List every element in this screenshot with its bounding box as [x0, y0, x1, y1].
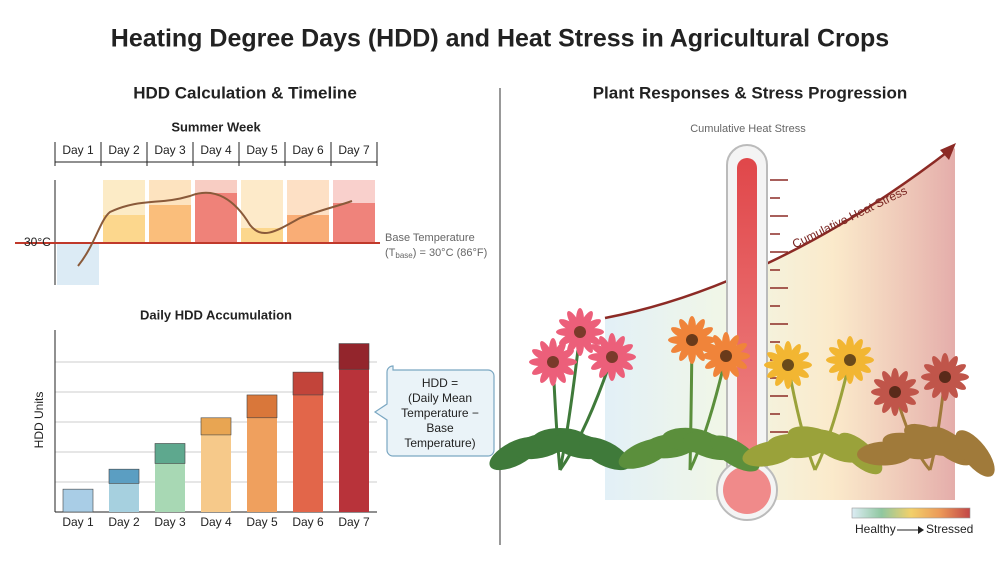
x-tick-label: Day 1 [62, 515, 94, 529]
day-heat [149, 205, 191, 243]
bar-added [292, 371, 324, 396]
flower-center [720, 350, 732, 362]
legend-gradient [851, 507, 971, 519]
callout-line: HDD = [422, 376, 458, 390]
timeline-day: Day 4 [200, 143, 232, 157]
base-note: Base Temperature [385, 232, 475, 244]
bar-added [154, 443, 186, 464]
callout-line: Temperature − [401, 406, 479, 420]
timeline-day: Day 1 [62, 143, 94, 157]
day-heat [103, 215, 145, 243]
callout-line: Base [426, 421, 454, 435]
thermometer [716, 144, 788, 521]
bar-added [108, 468, 140, 484]
arrow-head [940, 143, 956, 160]
leaf [926, 426, 974, 466]
bar-previous [339, 369, 369, 512]
x-tick-label: Day 6 [292, 515, 324, 529]
callout-line: (Daily Mean [408, 391, 472, 405]
leaf [579, 436, 631, 471]
timeline: Day 1 Day 2 Day 3 Day 4 Day 5 Day 6 Day 7 [15, 142, 380, 285]
x-tick-label: Day 5 [246, 515, 278, 529]
base-formula: (Tbase) = 30°C (86°F) [385, 247, 487, 260]
callout-line: Temperature) [404, 436, 475, 450]
left-heading: HDD Calculation & Timeline [133, 83, 357, 102]
day-heat [333, 203, 375, 243]
legend-stressed: Stressed [926, 522, 973, 536]
thermometer-label: Cumulative Heat Stress [690, 123, 806, 135]
x-tick-label: Day 4 [200, 515, 232, 529]
timeline-day: Day 5 [246, 143, 278, 157]
x-tick-label: Day 7 [338, 515, 370, 529]
cold-band [57, 243, 99, 285]
stem [688, 355, 728, 471]
x-tick-label: Day 3 [154, 515, 186, 529]
right-heading: Plant Responses & Stress Progression [593, 83, 908, 102]
legend-healthy: Healthy [855, 522, 896, 536]
temperature-curve [77, 191, 353, 267]
bar-added [246, 394, 278, 419]
timeline-day: Day 7 [338, 143, 370, 157]
flower-center [782, 359, 794, 371]
flower-center [547, 356, 559, 368]
bar-previous [293, 394, 323, 512]
bar-chart: Day 1 Day 2 Day 3 Day 4 Day 5 Day 6 Day 7 [54, 330, 377, 529]
flower-center [574, 326, 586, 338]
timeline-title: Summer Week [171, 119, 261, 134]
bar-added [62, 488, 94, 513]
y-axis-label: HDD Units [32, 392, 46, 449]
flower-center [606, 351, 618, 363]
bar-previous [247, 417, 277, 512]
flower-center [844, 354, 856, 366]
main-title: Heating Degree Days (HDD) and Heat Stres… [111, 25, 889, 53]
base-label: 30°C [24, 235, 51, 249]
bar-added [338, 343, 370, 370]
timeline-day: Day 6 [292, 143, 324, 157]
chart-title: Daily HDD Accumulation [140, 307, 292, 322]
bar-previous [201, 434, 231, 512]
timeline-day: Day 2 [108, 143, 140, 157]
bar-previous [109, 483, 139, 512]
x-tick-label: Day 2 [108, 515, 140, 529]
flower-center [686, 334, 698, 346]
day-heat [287, 215, 329, 243]
flower-center [889, 386, 901, 398]
plants [489, 308, 995, 477]
leaf [955, 430, 995, 477]
flower-center [939, 371, 951, 383]
bar-previous [155, 463, 185, 512]
bar-added [200, 417, 232, 436]
timeline-day: Day 3 [154, 143, 186, 157]
legend-arrowhead [918, 526, 924, 534]
